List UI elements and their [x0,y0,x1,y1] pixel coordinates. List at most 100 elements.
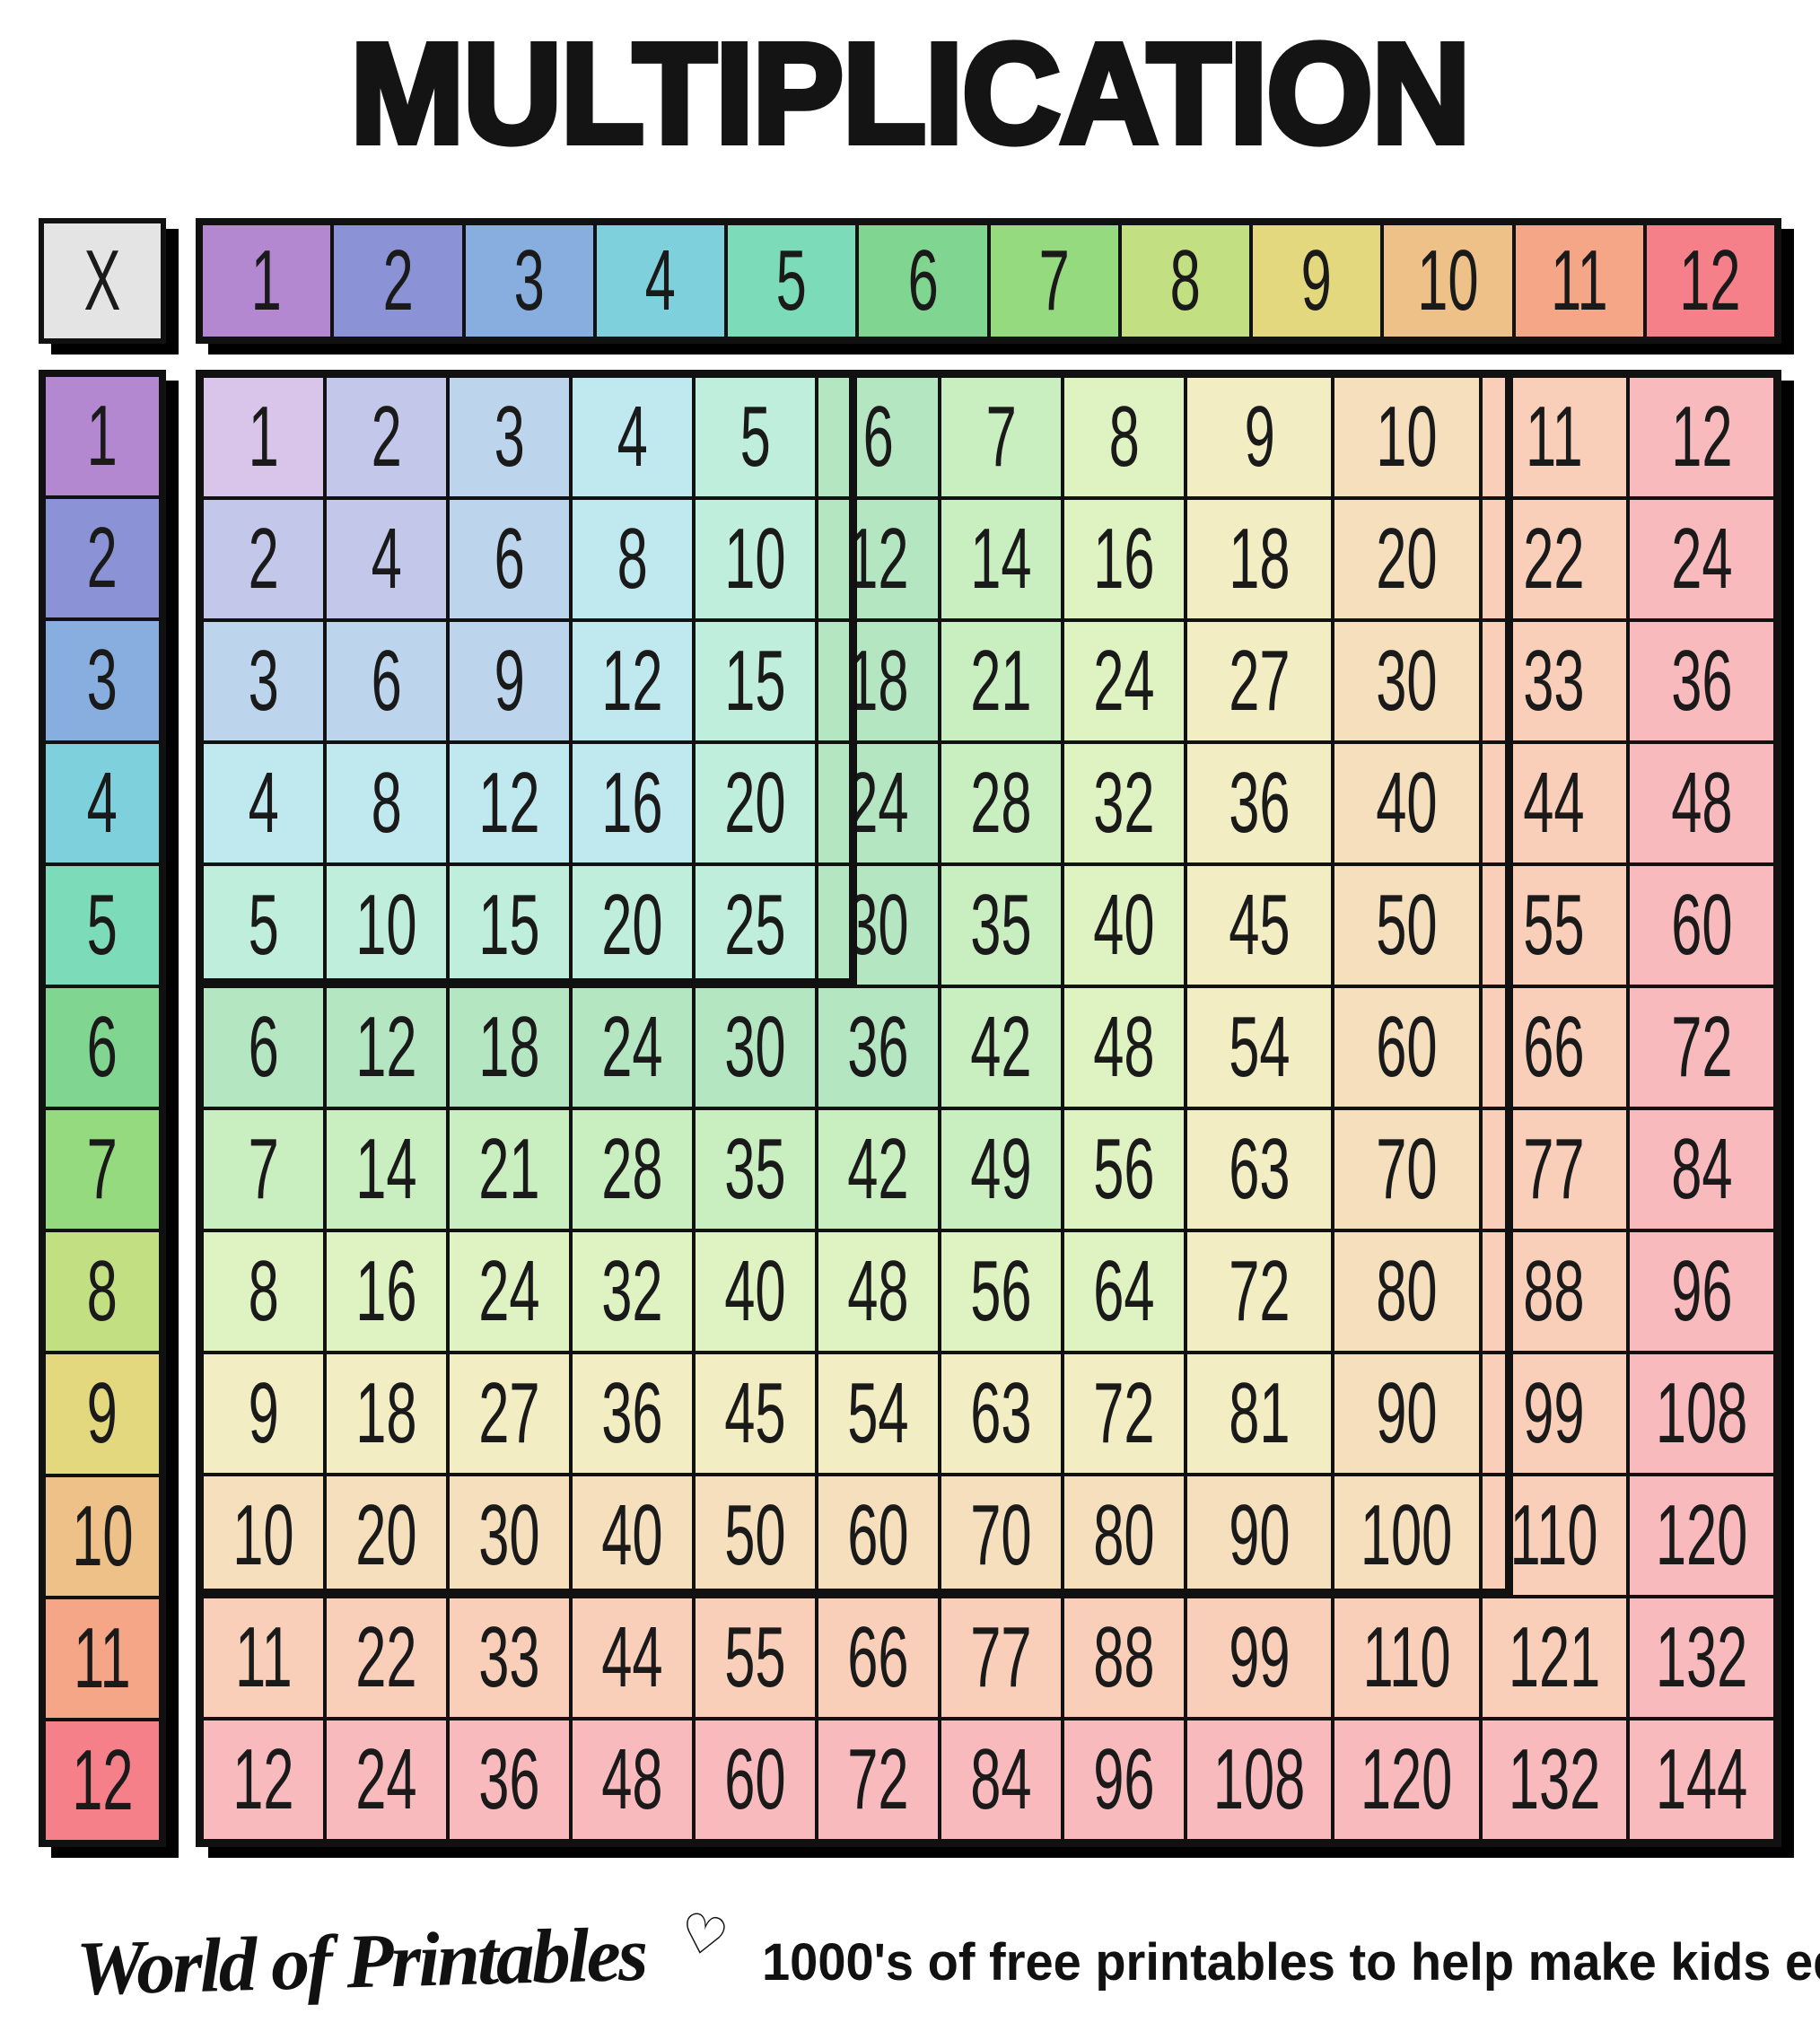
product-cell-8x3-label: 24 [478,1243,540,1339]
multiply-corner-cell: X [39,218,166,344]
product-cell-1x3-label: 3 [494,389,525,485]
col-header-5: 5 [726,223,858,338]
product-cell-8x8: 64 [1063,1230,1186,1353]
product-cell-4x9-label: 36 [1229,755,1291,851]
product-cell-12x1: 12 [202,1719,326,1841]
multiply-symbol: X [44,223,161,338]
product-cell-7x5: 35 [694,1108,818,1230]
product-cell-1x10: 10 [1333,376,1481,498]
footer-tagline: 1000's of free printables to help make k… [762,1931,1820,1992]
product-cell-6x11: 66 [1480,986,1628,1108]
product-cell-4x2-label: 8 [371,755,402,851]
product-cell-3x7: 21 [940,620,1063,742]
product-cell-10x1: 10 [202,1475,326,1597]
product-cell-4x10-label: 40 [1376,755,1438,851]
product-cell-5x7: 35 [940,864,1063,986]
product-cell-12x12-label: 144 [1655,1731,1748,1827]
product-cell-1x6: 6 [817,376,941,498]
product-cell-1x1: 1 [202,376,326,498]
product-cell-11x8-label: 88 [1093,1609,1155,1705]
col-header-6-label: 6 [907,232,939,328]
product-cell-5x8-label: 40 [1093,877,1155,973]
product-cell-1x2-label: 2 [371,389,402,485]
row-header-4: 4 [44,741,161,864]
product-cell-9x11: 99 [1480,1353,1628,1475]
product-cell-6x8: 48 [1063,986,1186,1108]
product-cell-2x7: 14 [940,498,1063,620]
product-cell-6x6: 36 [817,986,941,1108]
product-cell-10x2-label: 20 [355,1487,417,1583]
product-cell-2x3: 6 [448,498,572,620]
row-header-3-label: 3 [86,632,118,729]
product-cell-3x10: 30 [1333,620,1481,742]
product-cell-11x7: 77 [940,1597,1063,1719]
col-header-9-label: 9 [1301,232,1333,328]
product-cell-4x9: 36 [1186,742,1334,864]
product-cell-9x7: 63 [940,1353,1063,1475]
col-header-11-label: 11 [1550,232,1608,328]
col-header-1-label: 1 [251,232,283,328]
product-cell-2x1: 2 [202,498,326,620]
col-header-12: 12 [1644,223,1776,338]
product-cell-1x12: 12 [1627,376,1775,498]
product-cell-1x10-label: 10 [1376,389,1438,485]
product-cell-3x5-label: 15 [724,633,786,729]
product-cell-1x7: 7 [940,376,1063,498]
product-cell-7x8-label: 56 [1093,1121,1155,1217]
row-header-10: 10 [44,1475,161,1598]
product-cell-2x10-label: 20 [1376,511,1438,607]
product-cell-6x7: 42 [940,986,1063,1108]
product-cell-7x5-label: 35 [724,1121,786,1217]
product-cell-4x8: 32 [1063,742,1186,864]
row-header-7: 7 [44,1108,161,1231]
col-header-7: 7 [988,223,1120,338]
product-cell-3x11: 33 [1480,620,1628,742]
column-header-row: 1 2 3 4 5 6 7 8 9 10 11 12 [196,218,1781,344]
product-cell-12x2: 24 [325,1719,449,1841]
row-header-12: 12 [44,1719,161,1842]
row-header-2-label: 2 [86,510,118,607]
product-cell-12x8: 96 [1063,1719,1186,1841]
product-cell-11x9-label: 99 [1229,1609,1291,1705]
product-cell-12x11-label: 132 [1508,1731,1600,1827]
product-cell-2x1-label: 2 [248,511,279,607]
product-cell-12x1-label: 12 [232,1731,294,1827]
product-cell-8x11: 88 [1480,1230,1628,1353]
product-cell-9x11-label: 99 [1523,1365,1585,1461]
product-cell-5x4-label: 20 [601,877,663,973]
product-cell-10x7: 70 [940,1475,1063,1597]
product-cell-9x12-label: 108 [1655,1365,1748,1461]
product-cell-1x2: 2 [325,376,449,498]
product-cell-8x4-label: 32 [601,1243,663,1339]
product-cell-3x9: 27 [1186,620,1334,742]
product-cell-4x10: 40 [1333,742,1481,864]
product-cell-3x9-label: 27 [1229,633,1291,729]
product-cell-5x9: 45 [1186,864,1334,986]
product-cell-2x5-label: 10 [724,511,786,607]
product-cell-3x3: 9 [448,620,572,742]
product-cell-10x9-label: 90 [1229,1487,1291,1583]
product-cell-12x3: 36 [448,1719,572,1841]
product-cell-11x11: 121 [1480,1597,1628,1719]
product-cell-3x1-label: 3 [248,633,279,729]
col-header-2: 2 [332,223,464,338]
product-cell-3x7-label: 21 [970,633,1032,729]
product-cell-10x11: 110 [1480,1475,1628,1597]
product-cell-7x10: 70 [1333,1108,1481,1230]
product-cell-4x5-label: 20 [724,755,786,851]
product-cell-4x3-label: 12 [478,755,540,851]
product-cell-5x2-label: 10 [355,877,417,973]
product-cell-7x4-label: 28 [601,1121,663,1217]
product-cell-8x2: 16 [325,1230,449,1353]
product-cell-1x9: 9 [1186,376,1334,498]
product-cell-10x3: 30 [448,1475,572,1597]
product-cell-11x11-label: 121 [1508,1609,1600,1705]
product-cell-6x9: 54 [1186,986,1334,1108]
product-cell-4x4-label: 16 [601,755,663,851]
product-cell-5x10: 50 [1333,864,1481,986]
product-cell-5x3-label: 15 [478,877,540,973]
product-cell-5x11-label: 55 [1523,877,1585,973]
product-cell-11x2: 22 [325,1597,449,1719]
product-cell-6x2-label: 12 [355,999,417,1095]
product-cell-5x5: 25 [694,864,818,986]
